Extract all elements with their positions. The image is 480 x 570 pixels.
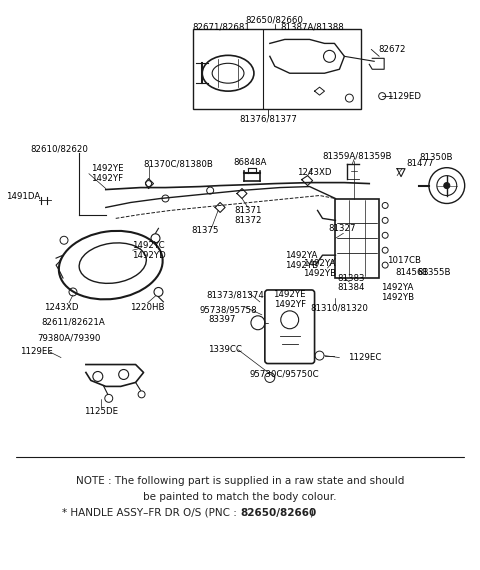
Text: 81327: 81327 [329,224,356,233]
Text: be painted to match the body colour.: be painted to match the body colour. [143,492,337,502]
Circle shape [444,182,450,189]
Text: 1125DE: 1125DE [84,407,118,416]
Text: 1129EC: 1129EC [348,353,381,362]
Text: 1492YF: 1492YF [274,300,306,310]
Text: 83397: 83397 [208,315,236,324]
Text: 1220HB: 1220HB [130,303,165,312]
Bar [336,198,379,278]
Text: 82671/82681: 82671/82681 [192,23,250,32]
Text: 82650/82660: 82650/82660 [240,508,316,518]
Text: 1492YB: 1492YB [381,294,414,303]
Text: 81456B: 81456B [395,267,429,276]
Text: 82610/82620: 82610/82620 [30,144,88,153]
Text: 81373/81374: 81373/81374 [206,291,264,299]
Text: 82611/82621A: 82611/82621A [41,317,105,326]
Text: 1491DA: 1491DA [6,192,40,201]
Text: NOTE : The following part is supplied in a raw state and should: NOTE : The following part is supplied in… [76,476,404,486]
Text: 86848A: 86848A [233,158,266,167]
Text: 81387A/81388: 81387A/81388 [281,23,345,32]
Text: 95738/95758: 95738/95758 [199,306,257,315]
Text: 81384: 81384 [337,283,365,292]
Text: 1492YD: 1492YD [132,251,166,260]
Text: 1243XD: 1243XD [44,303,78,312]
Text: 81310/81320: 81310/81320 [311,303,368,312]
Text: 1492YA: 1492YA [381,283,413,292]
Text: 81371: 81371 [234,206,262,215]
Text: 1492YE: 1492YE [274,291,306,299]
Text: 82650/82660: 82650/82660 [246,15,304,24]
Text: 81372: 81372 [234,216,262,225]
Text: 1492YB: 1492YB [303,268,336,278]
Text: 1492YE: 1492YE [91,164,123,173]
Text: 1492YA: 1492YA [286,251,318,260]
Text: 1492YC: 1492YC [132,241,165,250]
Text: 81477: 81477 [406,159,433,168]
Text: 1129EE: 1129EE [20,347,53,356]
Text: ): ) [310,508,313,518]
Text: 81370C/81380B: 81370C/81380B [144,159,213,168]
Text: 81355B: 81355B [417,267,451,276]
Text: 81350B: 81350B [419,153,453,162]
Text: * HANDLE ASSY–FR DR O/S (PNC :: * HANDLE ASSY–FR DR O/S (PNC : [62,508,240,518]
Text: 79380A/79390: 79380A/79390 [37,333,101,342]
Text: 81375: 81375 [192,226,219,235]
Text: 1243XD: 1243XD [297,168,332,177]
Text: 1339CC: 1339CC [208,345,242,354]
Text: 1492YF: 1492YF [91,174,123,183]
Bar [193,30,361,109]
Text: 81383: 81383 [337,274,365,283]
Text: 1017CB: 1017CB [387,255,421,264]
Text: 95730C/95750C: 95730C/95750C [250,370,320,379]
Text: 1492YB: 1492YB [285,260,318,270]
Text: 1492YA: 1492YA [303,259,336,268]
Text: 1129ED: 1129ED [387,92,421,100]
Text: 81359A/81359B: 81359A/81359B [323,151,392,160]
Text: 81376/81377: 81376/81377 [239,115,297,124]
Text: 82672: 82672 [378,45,406,54]
